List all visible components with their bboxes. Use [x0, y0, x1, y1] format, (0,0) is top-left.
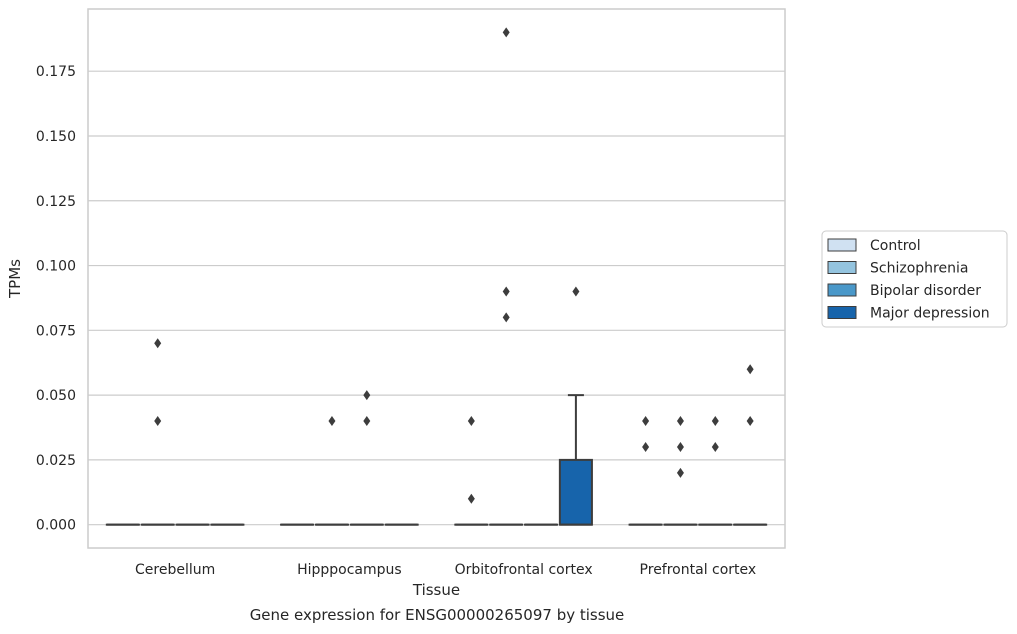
legend-label: Bipolar disorder	[870, 283, 981, 299]
legend-swatch	[827, 283, 857, 297]
plot-frame	[87, 8, 786, 549]
outlier-point	[676, 416, 684, 427]
outlier-point	[711, 441, 719, 452]
outlier-point	[328, 416, 336, 427]
outlier-point	[572, 286, 580, 297]
legend-swatch	[827, 306, 857, 319]
outlier-point	[746, 416, 754, 427]
y-tick-label: 0.000	[36, 518, 76, 534]
x-axis-label: Tissue	[412, 581, 460, 599]
box-bipolar-disorder	[349, 390, 384, 526]
legend-frame	[821, 230, 1008, 328]
y-tick-label: 0.100	[36, 259, 76, 275]
x-tick-label: Cerebellum	[135, 562, 215, 578]
legend-label: Major depression	[870, 306, 990, 322]
box-schizophrenia	[140, 338, 175, 526]
outlier-point	[154, 338, 162, 349]
chart-caption: Gene expression for ENSG00000265097 by t…	[249, 606, 625, 624]
outlier-point	[642, 441, 650, 452]
outlier-point	[154, 416, 162, 427]
outlier-point	[676, 467, 684, 478]
outlier-point	[502, 27, 510, 38]
box-major-depression	[733, 364, 768, 526]
x-axis-ticks: Cerebellum Hipppocampus Orbitofrontal cort…	[135, 562, 756, 578]
outlier-point	[363, 416, 371, 427]
grid-lines	[88, 70, 785, 526]
x-tick-label: Prefrontal cortex	[640, 562, 757, 578]
box-schizophrenia	[489, 27, 524, 526]
outlier-point	[676, 441, 684, 452]
box-schizophrenia	[314, 416, 349, 526]
box-body	[558, 458, 593, 526]
outlier-point	[363, 390, 371, 401]
legend-swatch	[827, 261, 857, 274]
outlier-point	[502, 286, 510, 297]
box-bipolar-disorder	[698, 416, 733, 526]
y-tick-label: 0.175	[36, 64, 76, 80]
y-tick-label: 0.050	[36, 388, 76, 404]
box-schizophrenia	[663, 416, 698, 526]
y-tick-label: 0.150	[36, 129, 76, 145]
y-axis-label: TPMs	[6, 259, 24, 299]
outlier-point	[711, 416, 719, 427]
outlier-point	[642, 416, 650, 427]
y-tick-label: 0.025	[36, 453, 76, 469]
y-tick-label: 0.125	[36, 194, 76, 210]
outlier-point	[467, 493, 475, 504]
legend-label: Control	[870, 238, 921, 254]
y-tick-label: 0.075	[36, 323, 76, 339]
outlier-point	[467, 416, 475, 427]
legend: Control Schizophrenia Bipolar disorder Majo…	[821, 230, 1008, 328]
box-groups	[105, 27, 768, 526]
outlier-point	[746, 364, 754, 375]
y-axis-ticks: 0.000 0.025 0.050 0.075 0.100 0.125 0.150 0.175	[36, 64, 76, 533]
box-control	[628, 416, 663, 526]
box-control	[454, 416, 489, 526]
legend-label: Schizophrenia	[870, 261, 968, 277]
outlier-point	[502, 312, 510, 323]
x-tick-label: Orbitofrontal cortex	[455, 562, 593, 578]
x-tick-label: Hipppocampus	[297, 562, 402, 578]
legend-swatch	[827, 238, 857, 252]
box-major-depression	[558, 286, 593, 526]
